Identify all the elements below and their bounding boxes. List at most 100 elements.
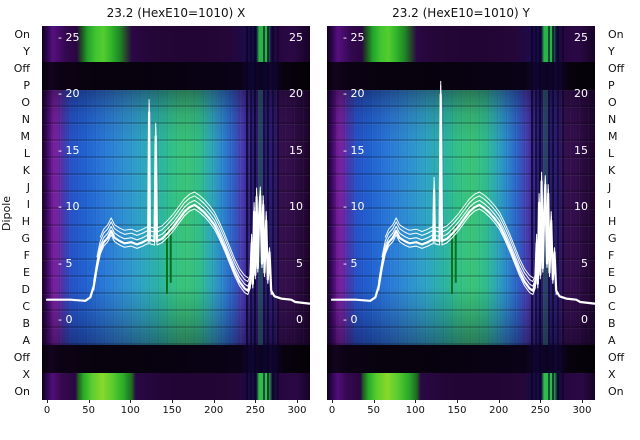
x-tick-label: 150: [447, 405, 467, 416]
panel-x-xticks: 0 50 100 150 200 250 300: [42, 400, 310, 424]
row-label: O: [21, 96, 30, 109]
dark-stripe: [246, 26, 248, 400]
y-tick-label-right: 5: [581, 256, 588, 270]
row-label: M: [608, 130, 618, 143]
row-label: N: [21, 113, 30, 126]
row-label: F: [23, 249, 30, 262]
dark-stripe: [557, 26, 559, 400]
heatmap-band-b-offtop: [327, 62, 595, 90]
y-tick-label-right: 25: [574, 31, 588, 44]
y-tick-label-right: 20: [289, 87, 303, 101]
panel-y: 23.2 (HexE10=1010) Y - 25 25 - 20 20 - 15 15 -…: [327, 6, 595, 416]
trace-overlay: [45, 99, 310, 305]
x-tick-label: 200: [489, 405, 509, 416]
heatmap-column-banding: [42, 90, 310, 345]
x-tick-mark: [213, 400, 215, 403]
y-tick-label-left: - 25: [343, 31, 365, 44]
x-tick-mark: [415, 400, 417, 403]
row-label: On: [608, 28, 624, 41]
dark-stripe: [267, 26, 269, 400]
y-tick-label-right: 5: [296, 256, 303, 270]
x-tick-label: 100: [120, 405, 140, 416]
row-label: C: [22, 300, 30, 313]
heatmap-row-banding: [42, 90, 310, 345]
row-label: E: [23, 266, 30, 279]
row-label: X: [22, 368, 30, 381]
y-tick-label-right: 10: [289, 200, 303, 214]
y-tick-label-right: 0: [296, 313, 303, 326]
y-tick-label-left: - 25: [58, 31, 80, 44]
y-tick-label-right: 15: [574, 143, 588, 157]
dark-stripe: [562, 26, 564, 400]
row-label: On: [14, 385, 30, 398]
x-tick-mark: [88, 400, 90, 403]
row-label: K: [608, 164, 616, 177]
row-label: M: [20, 130, 31, 143]
row-label: P: [608, 79, 615, 92]
x-tick-label: 250: [245, 405, 265, 416]
panel-y-heatmap: - 25 25 - 20 20 - 15 15 - 10 10 - 5 5 - 0 0: [327, 26, 595, 400]
row-label: On: [14, 28, 30, 41]
y-tick-label-left: - 0: [343, 313, 358, 326]
panel-y-title: 23.2 (HexE10=1010) Y: [392, 6, 530, 20]
row-label: L: [608, 147, 615, 160]
x-tick-label: 50: [82, 405, 96, 416]
heatmap-band-b-offbot: [42, 345, 310, 373]
row-label: H: [21, 215, 30, 228]
row-label: I: [26, 198, 30, 211]
y-tick-label-left: - 20: [343, 87, 365, 101]
white-trace: [378, 89, 557, 287]
x-tick-mark: [373, 400, 375, 403]
x-tick-label: 150: [162, 405, 182, 416]
heatmap-band-b-offtop: [42, 62, 310, 90]
heatmap-band-b-bottom: [327, 373, 595, 400]
row-label: J: [608, 181, 612, 194]
x-tick-label: 300: [287, 405, 307, 416]
row-label: A: [22, 334, 30, 347]
row-label: Off: [13, 351, 30, 364]
x-tick-label: 0: [328, 405, 336, 416]
y-tick-label-right: 0: [581, 313, 588, 326]
row-label: O: [608, 96, 617, 109]
white-trace: [93, 107, 272, 287]
white-trace: [99, 99, 249, 279]
x-tick-label: 250: [530, 405, 550, 416]
row-label: Off: [608, 62, 625, 75]
row-label: J: [26, 181, 30, 194]
row-label: Y: [608, 45, 615, 58]
row-label: B: [22, 317, 30, 330]
x-tick-mark: [540, 400, 542, 403]
y-tick-label-left: - 5: [58, 256, 73, 270]
row-labels-right: On Y Off P O N M L K J I H G F E D C B A Off X On: [602, 26, 640, 400]
row-label: I: [608, 198, 612, 211]
white-trace: [381, 84, 554, 283]
row-label: G: [608, 232, 617, 245]
dark-stripe: [272, 26, 274, 400]
y-tick-label-right: 15: [289, 143, 303, 157]
heatmap-band-b-bottom: [42, 373, 310, 400]
row-label: On: [608, 385, 624, 398]
trace-overlay: [330, 80, 595, 305]
row-label: P: [23, 79, 30, 92]
y-tick-label-left: - 20: [58, 87, 80, 101]
x-tick-mark: [498, 400, 500, 403]
x-tick-label: 50: [367, 405, 381, 416]
white-trace: [96, 102, 269, 283]
dark-stripe: [531, 26, 533, 400]
heatmap-edge-shading: [42, 90, 310, 345]
y-tick-label-right: 20: [574, 87, 588, 101]
x-tick-label: 300: [572, 405, 592, 416]
dark-stripe: [250, 26, 252, 400]
row-label: D: [21, 283, 30, 296]
x-tick-mark: [332, 400, 333, 403]
white-trace: [384, 80, 534, 279]
y-tick-label-left: - 15: [343, 143, 365, 157]
y-tick-label-left: - 10: [58, 200, 80, 214]
dark-stripe: [535, 26, 537, 400]
row-label: H: [608, 215, 617, 228]
row-label: N: [608, 113, 617, 126]
row-label: A: [608, 334, 616, 347]
y-tick-label-right: 10: [574, 200, 588, 214]
white-trace: [378, 97, 557, 296]
